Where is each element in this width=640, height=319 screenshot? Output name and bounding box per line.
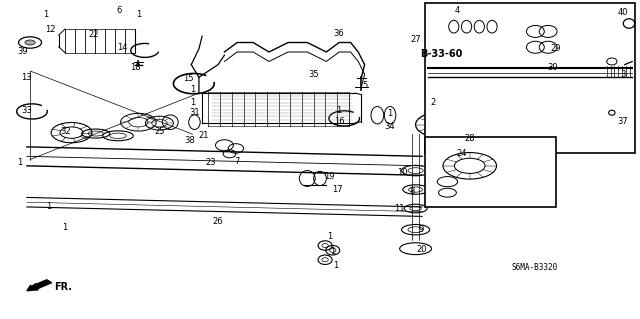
Text: 20: 20 [417, 245, 428, 254]
Text: 31: 31 [190, 108, 200, 116]
Text: 1: 1 [63, 223, 68, 232]
Text: 2: 2 [431, 98, 436, 107]
Text: FR.: FR. [54, 282, 72, 292]
Text: 1: 1 [136, 10, 141, 19]
Text: 1: 1 [190, 85, 195, 94]
Text: 1: 1 [47, 203, 52, 211]
Text: 15: 15 [183, 74, 193, 83]
FancyArrow shape [27, 280, 52, 291]
Text: 37: 37 [618, 117, 628, 126]
Text: 11: 11 [394, 204, 405, 213]
Text: 3: 3 [620, 70, 625, 78]
Text: 9: 9 [418, 225, 423, 234]
Text: 28: 28 [465, 134, 475, 144]
FancyBboxPatch shape [425, 137, 556, 207]
Text: 32: 32 [60, 127, 70, 136]
Text: 12: 12 [45, 25, 56, 34]
Text: 7: 7 [234, 157, 240, 166]
Circle shape [25, 40, 35, 45]
Text: 1: 1 [17, 158, 22, 167]
Text: 13: 13 [22, 73, 32, 82]
Text: 19: 19 [324, 172, 335, 182]
Text: 25: 25 [154, 127, 164, 136]
Text: 34: 34 [385, 122, 396, 131]
Text: 29: 29 [550, 44, 561, 53]
Text: 1: 1 [337, 106, 342, 115]
Text: 14: 14 [117, 43, 128, 52]
Text: 16: 16 [334, 117, 344, 126]
Text: 5: 5 [362, 81, 367, 90]
Text: 33: 33 [22, 106, 32, 115]
Text: 1: 1 [44, 10, 49, 19]
Text: 27: 27 [410, 35, 421, 44]
Text: 30: 30 [547, 63, 558, 72]
Text: 40: 40 [618, 8, 628, 17]
Text: 18: 18 [130, 63, 141, 72]
Text: 1: 1 [190, 98, 195, 107]
Text: 1: 1 [333, 261, 339, 270]
Text: 4: 4 [454, 6, 460, 15]
Text: 26: 26 [212, 217, 223, 226]
Text: 38: 38 [184, 136, 195, 145]
Text: B-33-60: B-33-60 [420, 48, 462, 59]
Text: 21: 21 [199, 131, 209, 140]
Text: 17: 17 [333, 185, 343, 194]
Text: 8: 8 [410, 187, 415, 196]
Text: S6MA-B3320: S6MA-B3320 [511, 263, 557, 271]
Text: 1: 1 [387, 109, 393, 118]
Text: 1: 1 [327, 233, 332, 241]
Text: 22: 22 [88, 30, 99, 39]
Text: 24: 24 [456, 149, 467, 158]
Text: 35: 35 [308, 70, 319, 78]
Text: 36: 36 [333, 28, 344, 38]
Text: 39: 39 [17, 48, 28, 56]
FancyBboxPatch shape [425, 3, 636, 153]
Text: 10: 10 [397, 168, 408, 177]
Text: 1: 1 [330, 247, 335, 256]
Text: 23: 23 [205, 158, 216, 167]
Text: 6: 6 [116, 6, 122, 15]
